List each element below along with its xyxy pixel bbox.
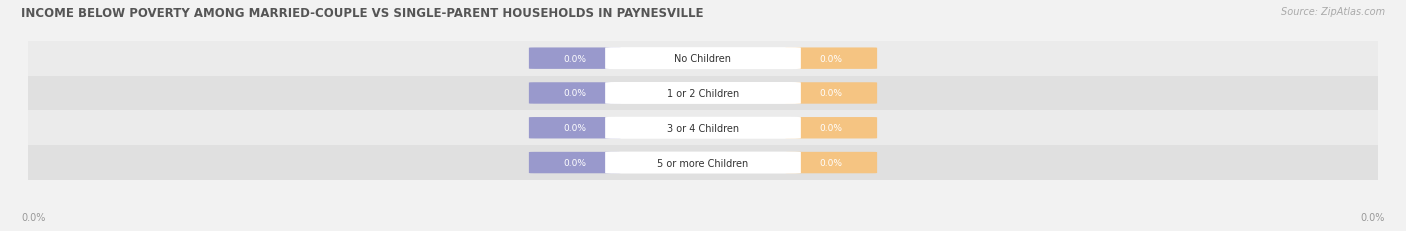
Text: 5 or more Children: 5 or more Children: [658, 158, 748, 168]
FancyBboxPatch shape: [605, 152, 801, 174]
Text: No Children: No Children: [675, 54, 731, 64]
FancyBboxPatch shape: [605, 117, 801, 139]
FancyBboxPatch shape: [28, 111, 1378, 146]
Text: 0.0%: 0.0%: [820, 158, 842, 167]
Text: 3 or 4 Children: 3 or 4 Children: [666, 123, 740, 133]
Text: 0.0%: 0.0%: [820, 124, 842, 133]
Text: INCOME BELOW POVERTY AMONG MARRIED-COUPLE VS SINGLE-PARENT HOUSEHOLDS IN PAYNESV: INCOME BELOW POVERTY AMONG MARRIED-COUPL…: [21, 7, 703, 20]
Text: 1 or 2 Children: 1 or 2 Children: [666, 88, 740, 99]
Text: 0.0%: 0.0%: [564, 124, 586, 133]
FancyBboxPatch shape: [786, 152, 877, 173]
FancyBboxPatch shape: [786, 83, 877, 104]
FancyBboxPatch shape: [529, 48, 620, 70]
FancyBboxPatch shape: [605, 83, 801, 104]
Text: 0.0%: 0.0%: [21, 212, 45, 222]
Text: 0.0%: 0.0%: [820, 89, 842, 98]
FancyBboxPatch shape: [28, 42, 1378, 76]
FancyBboxPatch shape: [529, 152, 620, 173]
Text: Source: ZipAtlas.com: Source: ZipAtlas.com: [1281, 7, 1385, 17]
FancyBboxPatch shape: [605, 48, 801, 70]
FancyBboxPatch shape: [28, 76, 1378, 111]
FancyBboxPatch shape: [786, 48, 877, 70]
FancyBboxPatch shape: [786, 118, 877, 139]
FancyBboxPatch shape: [529, 83, 620, 104]
Text: 0.0%: 0.0%: [1361, 212, 1385, 222]
FancyBboxPatch shape: [529, 118, 620, 139]
Text: 0.0%: 0.0%: [564, 55, 586, 63]
Text: 0.0%: 0.0%: [564, 158, 586, 167]
FancyBboxPatch shape: [28, 146, 1378, 180]
Text: 0.0%: 0.0%: [564, 89, 586, 98]
Text: 0.0%: 0.0%: [820, 55, 842, 63]
